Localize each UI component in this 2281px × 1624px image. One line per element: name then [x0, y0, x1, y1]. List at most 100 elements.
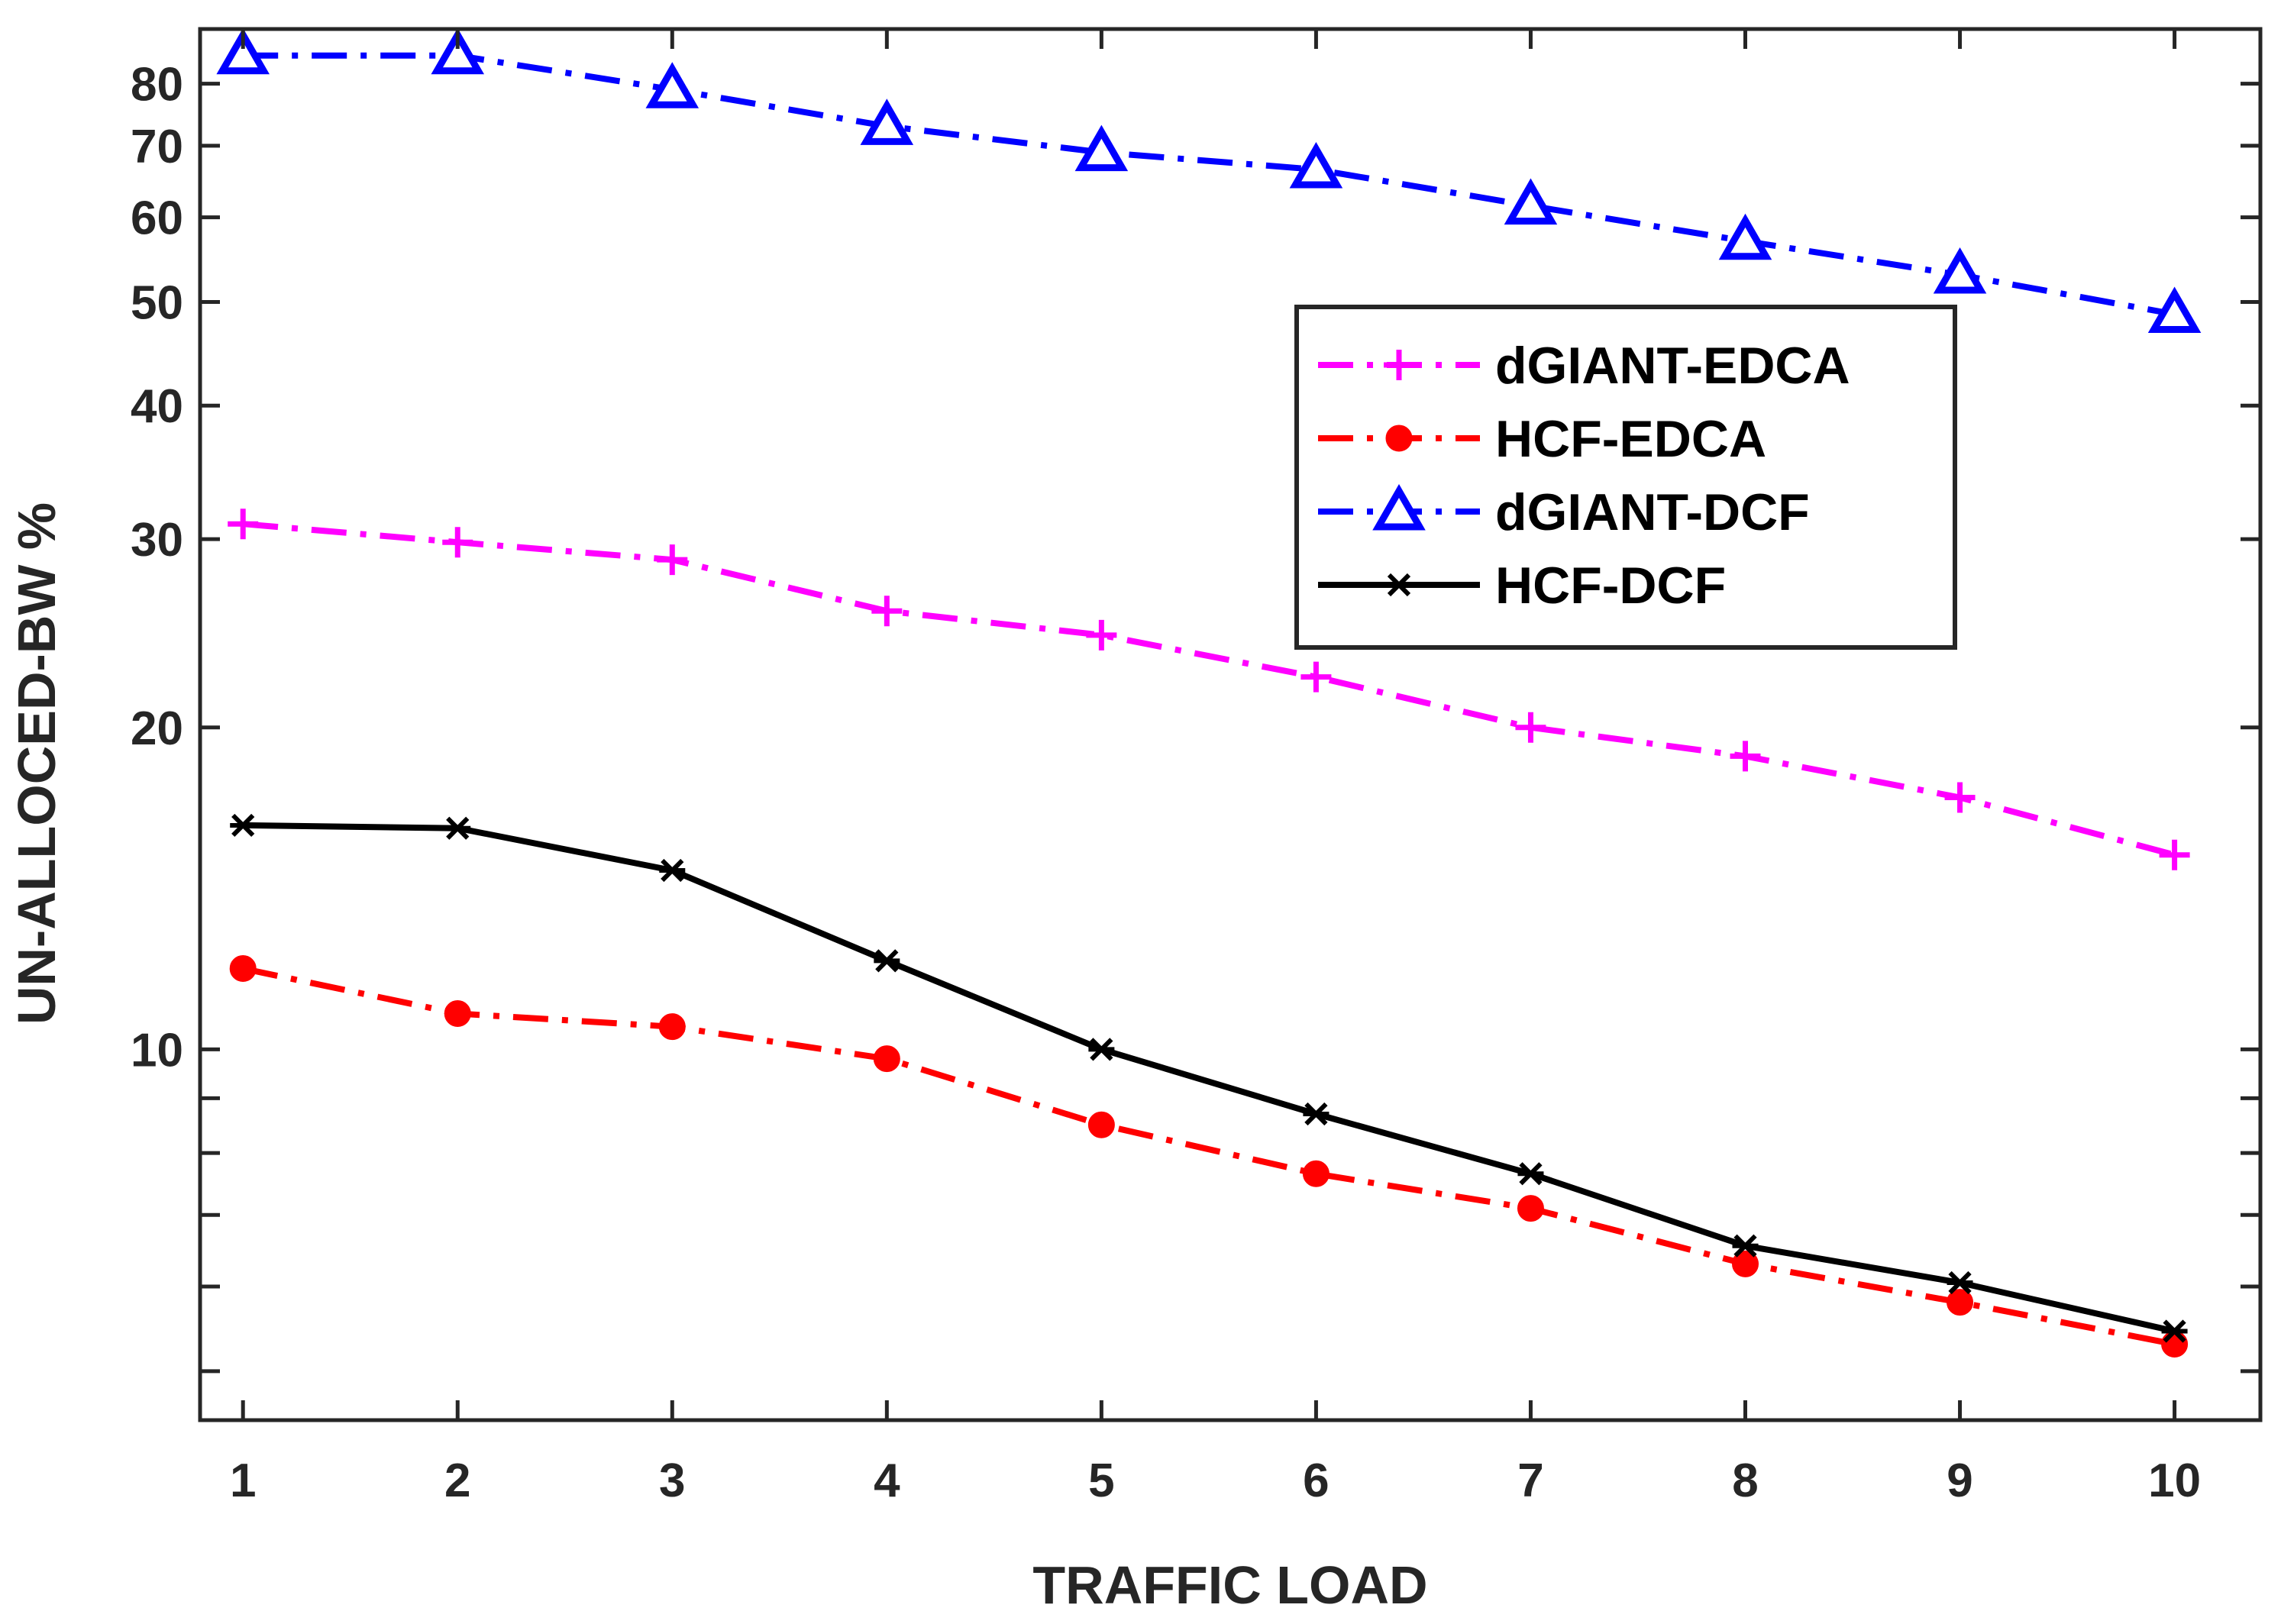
- data-point-hcf-edca-shape: [658, 1013, 686, 1041]
- data-point-dgiant-dcf: [2147, 286, 2202, 334]
- legend-label-hcf-edca: HCF-EDCA: [1495, 410, 1766, 468]
- plot-layer: [216, 27, 2202, 1358]
- x-tick-label: 10: [2148, 1454, 2201, 1507]
- series-line-hcf-dcf: [243, 822, 2176, 1335]
- data-point-hcf-edca: [444, 1000, 471, 1028]
- axes-layer: 1 2 3 4 5 6 7 8 9 10 10 20 30 40 50 60 70 80: [131, 27, 2263, 1507]
- data-point-dgiant-edca-shape: [1515, 712, 1546, 743]
- data-point-hcf-dcf-shape: [1088, 1038, 1115, 1061]
- data-point-dgiant-dcf: [860, 98, 914, 145]
- y-tick-label: 40: [131, 380, 183, 433]
- data-point-hcf-dcf: [2161, 1319, 2188, 1343]
- data-point-hcf-edca-shape: [1087, 1111, 1115, 1138]
- y-tick-label: 30: [131, 514, 183, 567]
- data-point-hcf-dcf: [1088, 1038, 1115, 1061]
- data-point-hcf-edca-shape: [1517, 1195, 1544, 1222]
- data-point-dgiant-edca: [442, 527, 473, 558]
- data-point-hcf-dcf: [1517, 1162, 1544, 1186]
- y-tick-label: 50: [131, 276, 183, 329]
- data-point-dgiant-dcf: [1718, 213, 1772, 260]
- data-point-hcf-dcf-shape: [230, 813, 257, 838]
- plot-frame: [198, 27, 2263, 1422]
- legend-label-hcf-dcf: HCF-DCF: [1495, 557, 1726, 615]
- data-point-dgiant-dcf: [645, 62, 699, 108]
- y-tick-label: 20: [131, 702, 183, 755]
- data-point-dgiant-dcf-shape: [2147, 286, 2202, 334]
- x-tick-label: 8: [1732, 1454, 1758, 1507]
- y-tick-label: 70: [131, 121, 183, 173]
- series-line-dgiant-edca: [242, 521, 2176, 858]
- y-axis-label: UN-ALLOCED-BW %: [7, 502, 66, 1025]
- data-point-hcf-dcf: [230, 813, 257, 838]
- legend-label-dgiant-dcf: dGIANT-DCF: [1495, 483, 1810, 541]
- x-tick-label: 1: [230, 1454, 256, 1507]
- data-point-hcf-dcf-shape: [1732, 1234, 1759, 1258]
- data-point-dgiant-edca-shape: [871, 596, 903, 627]
- data-point-hcf-dcf-shape: [444, 816, 471, 840]
- data-point-dgiant-dcf: [431, 27, 485, 75]
- x-tick-label: 6: [1303, 1454, 1329, 1507]
- x-tick-label: 3: [659, 1454, 685, 1507]
- legend-marker-dgiant-edca: [1384, 350, 1414, 380]
- data-point-dgiant-edca-shape: [2159, 839, 2190, 870]
- data-point-dgiant-dcf-shape: [645, 62, 699, 108]
- legend-label-dgiant-edca: dGIANT-EDCA: [1495, 337, 1850, 395]
- data-point-dgiant-dcf-shape: [1289, 142, 1343, 189]
- data-point-dgiant-dcf-shape: [216, 27, 270, 75]
- data-point-dgiant-edca-shape: [1300, 661, 1332, 693]
- data-point-hcf-edca-shape: [873, 1045, 900, 1073]
- legend-marker-dgiant-dcf-shape: [1372, 483, 1426, 531]
- series-line-dgiant-dcf: [243, 52, 2176, 318]
- y-tick-label: 60: [131, 192, 183, 245]
- data-point-dgiant-dcf-shape: [860, 98, 914, 145]
- legend-marker-hcf-dcf: [1386, 573, 1412, 597]
- data-point-dgiant-dcf: [1933, 247, 1987, 294]
- data-point-hcf-edca: [1302, 1160, 1330, 1187]
- data-point-dgiant-dcf: [216, 27, 270, 75]
- data-point-dgiant-dcf-shape: [431, 27, 485, 75]
- data-point-dgiant-edca-shape: [1086, 619, 1117, 651]
- data-point-hcf-dcf: [1303, 1102, 1330, 1126]
- data-point-dgiant-edca: [657, 544, 688, 576]
- data-point-dgiant-edca: [1300, 661, 1332, 693]
- legend-marker-hcf-dcf-shape: [1386, 573, 1412, 597]
- data-point-dgiant-edca: [1515, 712, 1546, 743]
- data-point-dgiant-edca-shape: [1730, 741, 1761, 772]
- y-tick-label: 10: [131, 1024, 183, 1077]
- data-point-hcf-dcf: [1732, 1234, 1759, 1258]
- data-point-dgiant-edca: [871, 596, 903, 627]
- data-point-dgiant-dcf-shape: [1074, 124, 1129, 172]
- data-point-dgiant-edca: [1944, 782, 1976, 813]
- data-point-dgiant-edca-shape: [228, 509, 259, 540]
- data-point-dgiant-dcf: [1289, 142, 1343, 189]
- data-point-dgiant-edca-shape: [1944, 782, 1976, 813]
- data-point-dgiant-dcf: [1074, 124, 1129, 172]
- data-point-hcf-edca: [1732, 1250, 1759, 1277]
- legend-marker-dgiant-dcf: [1372, 483, 1426, 531]
- data-point-hcf-dcf-shape: [659, 858, 686, 883]
- data-point-hcf-edca: [2161, 1330, 2189, 1358]
- legend-marker-hcf-edca: [1385, 425, 1413, 452]
- data-point-dgiant-dcf-shape: [1933, 247, 1987, 294]
- x-tick-label: 2: [444, 1454, 470, 1507]
- data-point-hcf-edca-shape: [1302, 1160, 1330, 1187]
- legend: dGIANT-EDCA HCF-EDCA dGIANT-DCF HCF-DCF: [1294, 305, 1957, 650]
- data-point-hcf-edca: [1947, 1289, 1974, 1316]
- data-point-dgiant-edca: [1086, 619, 1117, 651]
- y-tick-label: 80: [131, 59, 183, 111]
- x-tick-label: 5: [1088, 1454, 1114, 1507]
- data-point-hcf-dcf-shape: [1947, 1270, 1973, 1295]
- data-point-hcf-edca: [873, 1045, 900, 1073]
- data-point-hcf-edca-shape: [1947, 1289, 1974, 1316]
- data-point-hcf-edca-shape: [1732, 1250, 1759, 1277]
- data-point-hcf-dcf-shape: [2161, 1319, 2188, 1343]
- x-tick-label: 7: [1517, 1454, 1543, 1507]
- data-point-hcf-dcf: [444, 816, 471, 840]
- data-point-dgiant-edca: [1730, 741, 1761, 772]
- data-point-dgiant-dcf-shape: [1504, 178, 1558, 225]
- data-point-dgiant-dcf-shape: [1718, 213, 1772, 260]
- legend-marker-hcf-edca-shape: [1385, 425, 1413, 452]
- data-point-hcf-edca: [658, 1013, 686, 1041]
- data-point-hcf-edca: [229, 955, 257, 983]
